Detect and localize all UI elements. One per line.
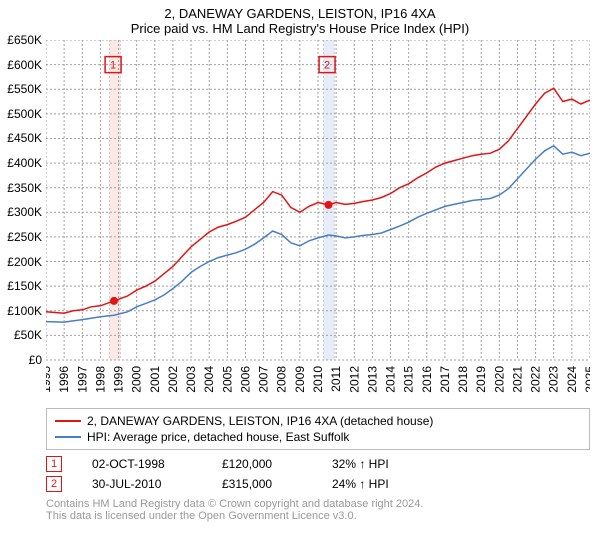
y-axis-label: £100K: [0, 304, 42, 318]
footer-line-2: This data is licensed under the Open Gov…: [46, 510, 590, 522]
svg-text:2000: 2000: [130, 366, 144, 393]
y-axis-label: £0: [0, 353, 42, 367]
y-axis-label: £500K: [0, 107, 42, 121]
svg-text:1995: 1995: [46, 366, 53, 393]
svg-text:2001: 2001: [148, 366, 162, 393]
sale-date: 30-JUL-2010: [92, 477, 192, 491]
svg-text:2015: 2015: [402, 366, 416, 393]
svg-text:2012: 2012: [347, 366, 361, 393]
svg-text:2013: 2013: [365, 366, 379, 393]
sale-hpi-delta: 32% ↑ HPI: [332, 457, 389, 471]
y-axis-label: £250K: [0, 230, 42, 244]
sales-table: 1 02-OCT-1998 £120,000 32% ↑ HPI 2 30-JUL-201…: [46, 454, 590, 494]
svg-text:2: 2: [324, 60, 330, 72]
svg-text:2014: 2014: [384, 366, 398, 393]
y-axis-label: £600K: [0, 58, 42, 72]
chart-area: £0£50K£100K£150K£200K£250K£300K£350K£400…: [46, 40, 590, 402]
sale-row: 2 30-JUL-2010 £315,000 24% ↑ HPI: [46, 474, 590, 494]
legend-item: 2, DANEWAY GARDENS, LEISTON, IP16 4XA (d…: [55, 413, 581, 429]
y-axis-label: £450K: [0, 131, 42, 145]
svg-text:2024: 2024: [565, 366, 579, 393]
price-chart: 1995 1996 1997 1998 1999 2000 2001 2002 2003 2004…: [46, 40, 590, 402]
svg-text:2019: 2019: [474, 366, 488, 393]
y-axis-label: £200K: [0, 255, 42, 269]
legend-label: 2, DANEWAY GARDENS, LEISTON, IP16 4XA (d…: [87, 414, 433, 428]
sale-price: £315,000: [222, 477, 302, 491]
legend-item: HPI: Average price, detached house, East…: [55, 429, 581, 445]
sale-marker: 2: [46, 476, 62, 492]
svg-text:2006: 2006: [238, 366, 252, 393]
svg-text:1997: 1997: [75, 366, 89, 393]
sale-hpi-delta: 24% ↑ HPI: [332, 477, 389, 491]
svg-text:2022: 2022: [529, 366, 543, 393]
sale-marker: 1: [46, 456, 62, 472]
svg-text:2025: 2025: [583, 366, 590, 393]
svg-text:1996: 1996: [57, 366, 71, 393]
svg-text:1999: 1999: [112, 366, 126, 393]
legend-label: HPI: Average price, detached house, East…: [87, 430, 349, 444]
legend-swatch: [55, 420, 81, 422]
svg-text:2016: 2016: [420, 366, 434, 393]
footer-attribution: Contains HM Land Registry data © Crown c…: [46, 498, 590, 522]
svg-text:1998: 1998: [93, 366, 107, 393]
svg-text:1: 1: [110, 60, 116, 72]
svg-text:2005: 2005: [220, 366, 234, 393]
svg-text:2018: 2018: [456, 366, 470, 393]
chart-title: 2, DANEWAY GARDENS, LEISTON, IP16 4XA: [0, 0, 600, 21]
y-axis-label: £650K: [0, 33, 42, 47]
svg-text:2008: 2008: [275, 366, 289, 393]
y-axis-label: £300K: [0, 205, 42, 219]
svg-text:2021: 2021: [510, 366, 524, 393]
legend-swatch: [55, 436, 81, 438]
y-axis-label: £350K: [0, 181, 42, 195]
y-axis-label: £400K: [0, 156, 42, 170]
svg-text:2003: 2003: [184, 366, 198, 393]
sale-date: 02-OCT-1998: [92, 457, 192, 471]
svg-text:2017: 2017: [438, 366, 452, 393]
svg-text:2002: 2002: [166, 366, 180, 393]
legend: 2, DANEWAY GARDENS, LEISTON, IP16 4XA (d…: [46, 408, 590, 450]
y-axis-label: £50K: [0, 328, 42, 342]
sale-price: £120,000: [222, 457, 302, 471]
chart-subtitle: Price paid vs. HM Land Registry's House …: [0, 21, 600, 40]
svg-text:2004: 2004: [202, 366, 216, 393]
svg-text:2007: 2007: [257, 366, 271, 393]
svg-text:2010: 2010: [311, 366, 325, 393]
svg-text:2009: 2009: [293, 366, 307, 393]
sale-row: 1 02-OCT-1998 £120,000 32% ↑ HPI: [46, 454, 590, 474]
svg-text:2023: 2023: [547, 366, 561, 393]
y-axis-label: £150K: [0, 279, 42, 293]
y-axis-label: £550K: [0, 82, 42, 96]
svg-text:2011: 2011: [329, 366, 343, 392]
footer-line-1: Contains HM Land Registry data © Crown c…: [46, 498, 590, 510]
svg-text:2020: 2020: [492, 366, 506, 393]
